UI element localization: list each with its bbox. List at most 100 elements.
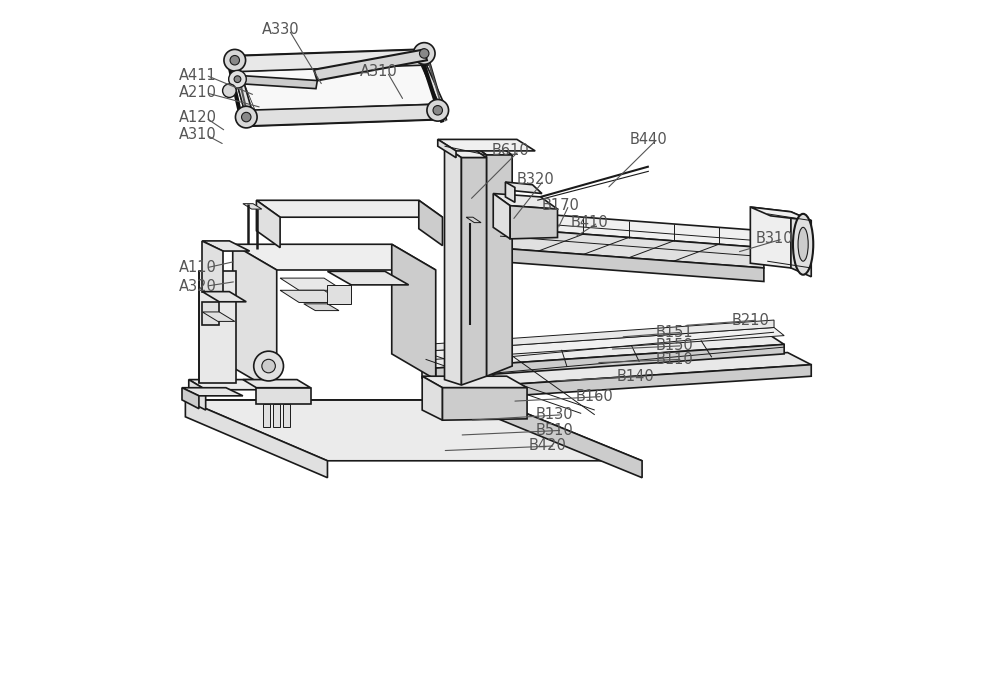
Text: B440: B440 [630,132,668,147]
Circle shape [413,43,435,64]
Text: B610: B610 [492,144,530,159]
Polygon shape [445,146,461,385]
Polygon shape [422,336,784,368]
Polygon shape [493,193,510,239]
Polygon shape [202,241,250,251]
Polygon shape [750,207,811,220]
Polygon shape [243,380,311,388]
Circle shape [262,359,275,373]
Polygon shape [256,200,442,217]
Ellipse shape [793,214,813,275]
Text: B170: B170 [542,197,580,212]
Polygon shape [466,217,481,222]
Polygon shape [229,49,429,72]
Text: B160: B160 [576,389,614,404]
Polygon shape [243,203,262,209]
Polygon shape [202,312,235,321]
Polygon shape [189,380,294,390]
Polygon shape [229,56,253,115]
Polygon shape [493,227,764,268]
Polygon shape [256,200,280,247]
Circle shape [223,84,236,98]
Text: B151: B151 [656,325,693,340]
Text: A310: A310 [179,127,216,142]
Polygon shape [422,376,527,388]
Circle shape [427,100,449,121]
Polygon shape [415,52,446,108]
Polygon shape [510,205,558,239]
Polygon shape [493,210,764,247]
Polygon shape [283,404,290,427]
Text: B510: B510 [535,423,573,438]
Polygon shape [233,75,317,89]
Text: A310: A310 [360,64,398,79]
Polygon shape [244,104,446,126]
Polygon shape [199,271,236,383]
Polygon shape [436,344,784,378]
Polygon shape [505,182,542,193]
Polygon shape [273,404,280,427]
Polygon shape [280,290,343,302]
Polygon shape [327,285,351,304]
Polygon shape [419,200,442,245]
Polygon shape [426,388,449,400]
Circle shape [254,351,283,381]
Polygon shape [449,365,811,400]
Polygon shape [791,212,811,277]
Text: A330: A330 [262,22,299,37]
Polygon shape [493,193,558,209]
Polygon shape [493,400,642,478]
Polygon shape [426,327,784,359]
Polygon shape [426,353,811,388]
Polygon shape [470,143,512,155]
Polygon shape [280,278,343,290]
Text: B110: B110 [656,352,693,367]
Polygon shape [263,404,270,427]
Text: A320: A320 [179,279,216,294]
Text: A110: A110 [179,260,216,275]
Ellipse shape [798,227,808,261]
Polygon shape [493,247,764,281]
Circle shape [419,49,429,58]
Polygon shape [470,143,486,376]
Circle shape [229,71,246,88]
Polygon shape [240,65,438,111]
Polygon shape [304,304,339,311]
Polygon shape [189,380,206,410]
Circle shape [234,76,241,83]
Polygon shape [202,241,223,292]
Circle shape [224,49,246,71]
Text: B150: B150 [656,338,693,353]
Polygon shape [445,146,486,158]
Polygon shape [185,400,642,461]
Polygon shape [202,292,246,302]
Polygon shape [426,320,774,351]
Text: B210: B210 [731,313,769,327]
Polygon shape [505,182,515,202]
Circle shape [235,106,257,128]
Text: B130: B130 [535,407,573,422]
Text: B310: B310 [756,231,793,246]
Polygon shape [185,400,327,478]
Polygon shape [438,140,535,151]
Polygon shape [202,302,219,325]
Polygon shape [442,388,527,420]
Circle shape [433,106,442,115]
Text: B410: B410 [571,215,609,230]
Polygon shape [438,140,456,158]
Polygon shape [233,244,277,393]
Text: B420: B420 [528,439,566,454]
Polygon shape [327,271,409,285]
Circle shape [230,56,240,65]
Polygon shape [229,49,446,126]
Polygon shape [461,158,486,385]
Polygon shape [422,368,436,378]
Polygon shape [182,388,199,409]
Polygon shape [486,155,512,376]
Polygon shape [750,207,791,268]
Polygon shape [182,388,243,396]
Text: A411: A411 [179,68,216,83]
Text: A210: A210 [179,85,217,100]
Polygon shape [392,244,436,380]
Polygon shape [314,49,427,81]
